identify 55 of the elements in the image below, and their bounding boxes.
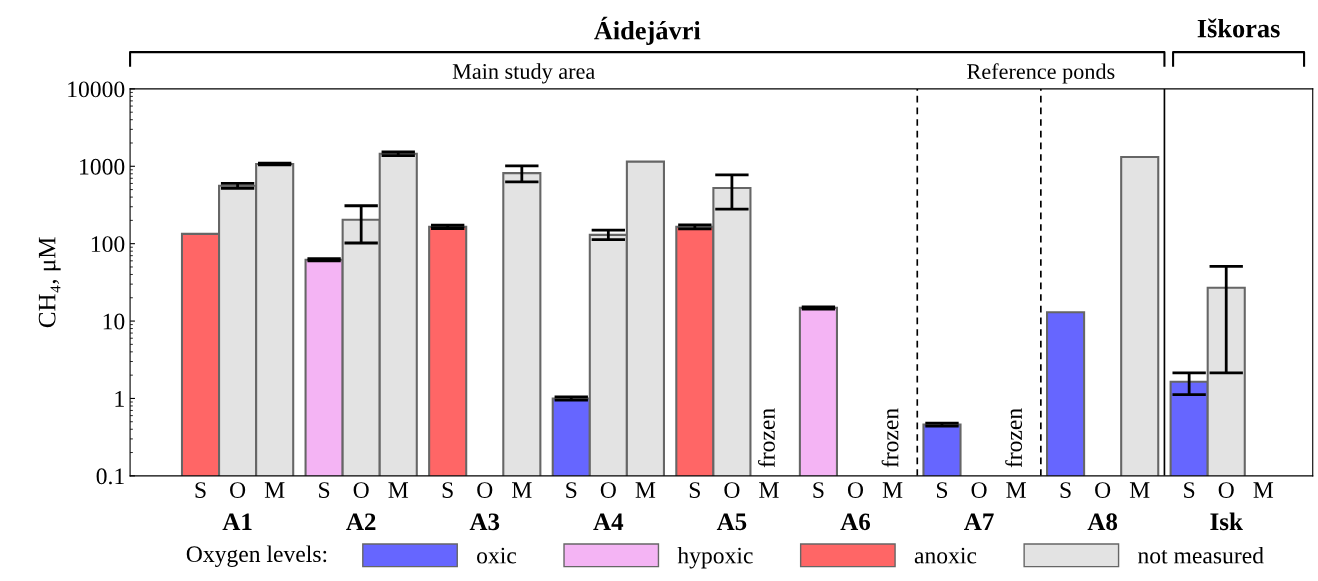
annotation: frozen — [881, 408, 899, 468]
text: M — [1253, 482, 1274, 498]
text: M — [759, 482, 779, 498]
text: Reference ponds — [967, 63, 1115, 84]
text: M — [1006, 482, 1026, 498]
legend-title: Oxygen levels: — [186, 545, 327, 567]
text: M — [1129, 482, 1150, 498]
annotation: frozen — [1005, 408, 1023, 468]
x-tick-label: A7 — [964, 513, 994, 530]
text: O — [847, 482, 864, 499]
text: O — [230, 482, 246, 499]
text: S — [195, 482, 206, 499]
text: O — [1218, 482, 1234, 499]
text: O — [724, 482, 740, 499]
x-tick-label: A8 — [1087, 513, 1118, 531]
text: M — [388, 482, 409, 498]
x-tick-label: Isk — [1210, 512, 1243, 531]
text: O — [971, 482, 987, 499]
text: M — [882, 482, 903, 498]
y-tick-label: 0.1 — [96, 468, 124, 485]
text: S — [319, 482, 330, 499]
text: M — [512, 482, 532, 498]
x-tick-label: A6 — [840, 513, 871, 531]
y-tick-label: 10 — [103, 313, 125, 330]
text: S — [937, 482, 948, 499]
text: Main study area — [452, 63, 595, 84]
legend-label: hypoxic — [677, 546, 753, 569]
x-tick-label: A3 — [469, 513, 500, 531]
x-tick-label: A4 — [593, 513, 624, 530]
text: S — [1184, 482, 1195, 499]
text: O — [600, 482, 616, 499]
y-tick-label: 1 — [115, 391, 124, 407]
x-tick-label: A5 — [716, 513, 747, 531]
x-tick-label: A2 — [346, 513, 376, 530]
text: S — [442, 482, 453, 499]
text: M — [635, 482, 656, 498]
annotation: frozen — [758, 408, 775, 468]
legend-label: oxic — [477, 547, 517, 564]
text: O — [1095, 482, 1111, 499]
legend-label: not measured — [1138, 546, 1264, 564]
text: S — [566, 482, 577, 499]
text: Áidejávri — [594, 16, 701, 45]
series-label: S — [1060, 482, 1071, 499]
legend-label: anoxic — [914, 547, 977, 564]
text: O — [477, 482, 493, 499]
x-tick-label: A1 — [222, 513, 252, 530]
text: Iškoras — [1197, 18, 1280, 38]
series-label: O — [353, 482, 369, 499]
text: S — [813, 482, 824, 499]
y-tick-label: 1000 — [80, 158, 125, 175]
text: S — [689, 482, 700, 499]
y-tick-label: 100 — [91, 236, 125, 253]
series-label: M — [264, 482, 285, 498]
y-tick-label: 10000 — [68, 81, 125, 98]
y-axis-title: CH₄, μM — [38, 237, 61, 328]
